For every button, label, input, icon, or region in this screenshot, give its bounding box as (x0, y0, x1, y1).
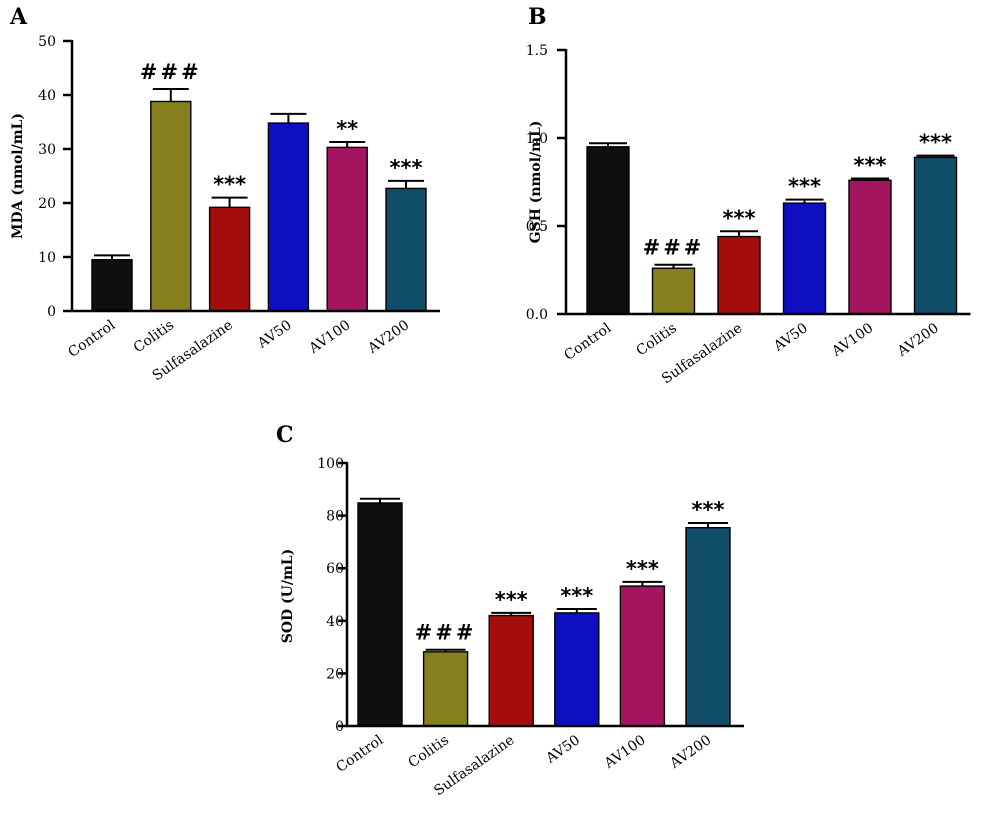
y-tick-label-b-1: 0.5 (526, 219, 548, 235)
category-label-c-3: AV50 (543, 732, 584, 767)
significance-label-a-5: *** (390, 156, 423, 180)
significance-label-b-3: *** (788, 175, 821, 199)
y-axis-label-a: MDA (nmol/mL) (10, 113, 26, 239)
bar-a-5 (385, 187, 427, 312)
y-tick-label-a-4: 40 (38, 88, 56, 104)
category-label-b-1: Colitis (633, 320, 679, 359)
bar-b-4 (848, 179, 892, 315)
category-label-a-3: AV50 (254, 317, 295, 352)
y-tick-label-a-0: 0 (47, 304, 56, 320)
category-label-a-1: Colitis (131, 317, 177, 356)
chart-panel-b: B GSH (nmol/mL) Control###Colitis***Sulf… (526, 4, 971, 387)
significance-label-a-1: ### (140, 60, 202, 84)
bar-c-4 (619, 585, 666, 727)
significance-label-c-4: *** (626, 557, 659, 581)
bar-b-0 (586, 146, 630, 315)
y-tick-label-c-2: 40 (326, 614, 344, 630)
chart-panel-c: C SOD (U/mL) Control###Colitis***Sulfasa… (276, 422, 744, 799)
category-label-c-1: Colitis (406, 732, 452, 771)
category-label-b-5: AV200 (894, 320, 942, 360)
y-axis-label-c: SOD (U/mL) (280, 549, 296, 644)
significance-label-b-2: *** (723, 206, 756, 230)
bar-a-4 (326, 146, 368, 312)
bar-a-2 (208, 206, 251, 312)
y-tick-label-b-0: 0.0 (526, 307, 548, 323)
y-tick-label-c-3: 60 (326, 561, 344, 577)
y-tick-label-b-2: 1.0 (526, 131, 548, 147)
significance-label-b-4: *** (854, 153, 887, 177)
y-tick-label-a-1: 10 (38, 250, 56, 266)
category-label-c-4: AV100 (601, 732, 649, 772)
significance-label-c-3: *** (560, 584, 593, 608)
y-tick-label-c-1: 20 (326, 666, 344, 682)
category-label-a-5: AV200 (364, 317, 412, 357)
category-label-c-5: AV200 (666, 732, 714, 772)
chart-panel-a: A MDA (nmol/mL) Control###Colitis***Sulf… (9, 4, 440, 384)
panel-letter-b: B (528, 4, 547, 30)
bar-a-3 (267, 122, 310, 312)
bar-a-1 (150, 100, 192, 312)
bar-c-3 (554, 612, 600, 727)
significance-label-c-5: *** (692, 498, 725, 522)
bar-c-1 (422, 651, 469, 727)
panel-letter-c: C (276, 422, 294, 448)
bar-b-1 (651, 267, 696, 315)
bar-b-3 (782, 202, 827, 315)
significance-label-b-5: *** (919, 131, 952, 155)
y-tick-label-c-5: 100 (317, 456, 344, 472)
bar-b-2 (717, 235, 761, 315)
significance-label-a-4: ** (336, 117, 358, 141)
bar-c-5 (685, 526, 731, 727)
bar-a-0 (91, 259, 133, 312)
category-label-a-0: Control (65, 317, 118, 361)
bar-c-0 (357, 502, 403, 727)
panel-letter-a: A (9, 4, 28, 30)
y-tick-label-a-5: 50 (38, 34, 56, 50)
y-tick-label-c-4: 80 (326, 509, 344, 525)
y-tick-label-c-0: 0 (335, 719, 344, 735)
significance-label-c-2: *** (495, 588, 528, 612)
significance-label-a-2: *** (213, 173, 246, 197)
category-label-b-0: Control (561, 320, 614, 364)
y-tick-label-a-2: 20 (38, 196, 56, 212)
y-tick-label-b-3: 1.5 (526, 43, 548, 59)
category-label-a-4: AV100 (306, 317, 354, 357)
category-label-b-3: AV50 (770, 320, 811, 355)
category-label-b-4: AV100 (828, 320, 876, 360)
y-tick-label-a-3: 30 (38, 142, 56, 158)
bar-b-5 (913, 156, 958, 315)
significance-label-c-1: ### (415, 621, 477, 645)
significance-label-b-1: ### (643, 236, 705, 260)
category-label-c-0: Control (333, 732, 386, 776)
y-axis-label-b: GSH (nmol/mL) (528, 121, 544, 244)
bar-c-2 (488, 614, 534, 727)
